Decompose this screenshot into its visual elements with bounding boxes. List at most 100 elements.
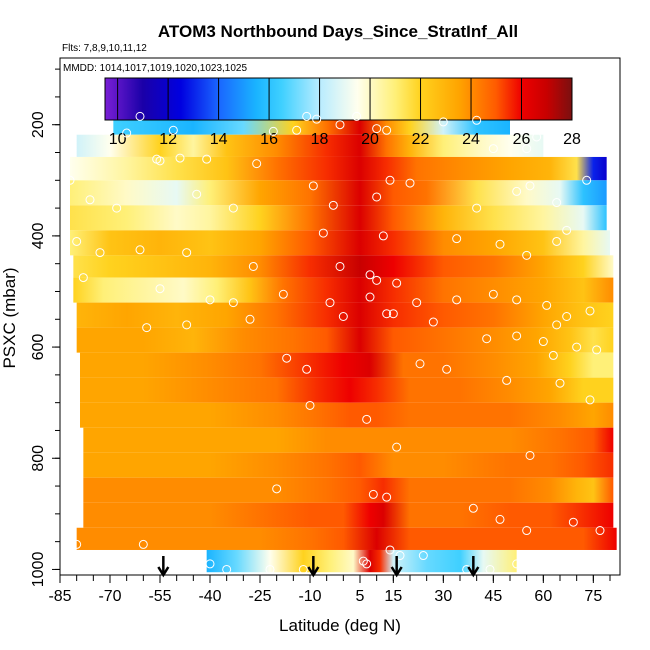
data-marker: [372, 192, 382, 202]
data-marker: [95, 248, 105, 258]
heat-layer: [76, 527, 617, 550]
data-marker: [358, 556, 368, 566]
heat-layer: [83, 477, 614, 503]
data-marker: [512, 295, 522, 305]
flights-subtitle: Flts: 7,8,9,10,11,12: [62, 43, 147, 54]
data-marker: [452, 295, 462, 305]
x-tick-label: 45: [484, 588, 502, 605]
heat-layer: [70, 180, 607, 206]
data-marker: [382, 125, 392, 135]
x-tick-label: -40: [198, 588, 221, 605]
data-marker: [138, 539, 148, 549]
data-marker: [252, 159, 262, 169]
data-marker: [605, 551, 615, 561]
data-marker: [362, 559, 372, 569]
data-marker: [522, 144, 532, 154]
colorbar-tick-label: 20: [361, 131, 379, 148]
data-marker: [72, 236, 82, 246]
x-tick-label: 15: [384, 588, 402, 605]
data-marker: [568, 517, 578, 527]
y-axis: 200 400 600 800 1000: [30, 68, 60, 588]
data-marker: [512, 186, 522, 196]
data-marker: [365, 270, 375, 280]
heat-layer: [76, 327, 614, 353]
heat-layer: [70, 156, 607, 181]
data-marker: [542, 300, 552, 310]
data-marker: [205, 559, 215, 569]
data-marker: [292, 125, 302, 135]
data-marker: [228, 298, 238, 308]
colorbar-tick-label: 10: [109, 131, 127, 148]
data-marker: [268, 126, 278, 136]
data-marker: [388, 309, 398, 319]
data-marker: [525, 450, 535, 460]
data-marker: [112, 203, 122, 213]
x-tick-label: -25: [248, 588, 271, 605]
colorbar-ticks: 10 12 14 16 18 20 22 24 26 28: [109, 78, 581, 148]
data-marker: [532, 132, 542, 142]
data-marker: [365, 292, 375, 302]
data-marker: [392, 278, 402, 288]
data-marker: [335, 261, 345, 271]
dates-subtitle: MMDD: 1014,1017,1019,1020,1023,1025: [63, 63, 247, 74]
data-marker: [228, 203, 238, 213]
data-marker: [298, 564, 308, 574]
data-marker: [555, 378, 565, 388]
data-marker: [338, 312, 348, 321]
data-marker: [248, 261, 258, 271]
heat-layer: [80, 352, 614, 378]
y-tick-label: 400: [30, 222, 47, 249]
data-marker: [485, 564, 495, 574]
data-marker: [192, 189, 202, 199]
heat-layer: [83, 502, 614, 528]
data-marker: [175, 153, 185, 163]
data-marker: [442, 364, 452, 374]
data-marker: [385, 545, 395, 555]
data-marker: [512, 559, 522, 569]
data-marker: [155, 156, 165, 166]
colorbar-tick-label: 18: [311, 131, 329, 148]
data-marker: [65, 175, 75, 185]
heat-layer: [76, 302, 614, 328]
data-marker: [512, 331, 522, 341]
data-marker: [182, 320, 192, 330]
colorbar-tick-label: 16: [260, 131, 278, 148]
data-marker: [325, 298, 335, 308]
data-marker: [272, 484, 282, 494]
x-tick-label: -70: [98, 588, 121, 605]
data-marker: [572, 556, 582, 566]
data-marker: [382, 492, 392, 502]
data-marker: [538, 556, 548, 566]
data-marker: [472, 115, 482, 125]
data-marker: [385, 175, 395, 185]
y-tick-label: 800: [30, 445, 47, 472]
data-marker: [538, 337, 548, 347]
heat-layer: [80, 402, 614, 428]
data-marker: [418, 551, 428, 561]
x-tick-label: 30: [434, 588, 452, 605]
data-marker: [122, 128, 132, 138]
data-marker: [182, 248, 192, 258]
colorbar-tick-label: 26: [513, 131, 531, 148]
x-tick-label: 5: [356, 588, 365, 605]
data-marker: [382, 309, 392, 319]
data-marker: [372, 124, 382, 134]
colorbar-tick-label: 14: [210, 131, 228, 148]
heat-layer: [73, 255, 614, 278]
data-marker: [352, 111, 362, 121]
data-marker: [495, 239, 505, 249]
x-tick-label: -10: [298, 588, 321, 605]
heat-layer: [206, 549, 517, 573]
data-marker: [78, 273, 88, 283]
chart-title: ATOM3 Northbound Days_Since_StratInf_All: [158, 22, 518, 41]
data-marker: [98, 125, 108, 135]
heat-layer: [70, 230, 610, 256]
data-marker: [245, 314, 255, 324]
heat-layer: [70, 205, 607, 231]
y-tick-label: 1000: [30, 552, 47, 588]
data-marker: [205, 295, 215, 305]
observation-markers: [65, 111, 615, 574]
data-marker: [282, 353, 292, 363]
data-marker: [222, 564, 232, 574]
